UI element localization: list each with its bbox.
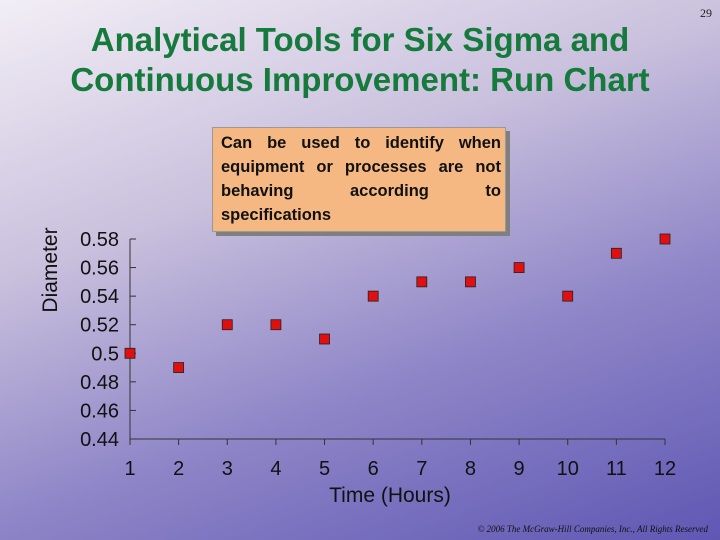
copyright-footer: © 2006 The McGraw-Hill Companies, Inc., … — [477, 524, 708, 534]
data-point — [367, 290, 379, 302]
x-tick-label: 9 — [514, 458, 525, 480]
y-axis: 0.44 0.46 0.48 0.5 0.52 0.54 0.56 0.58 — [80, 229, 136, 451]
y-tick-label: 0.5 — [91, 343, 119, 365]
y-tick-label: 0.48 — [80, 372, 119, 394]
data-point — [513, 262, 525, 273]
data-point — [124, 347, 136, 359]
x-tick-label: 12 — [654, 458, 676, 480]
x-axis: 1 2 3 4 5 6 7 8 9 10 11 12 — [124, 438, 676, 480]
data-point — [270, 319, 282, 331]
y-axis-label: Diameter — [39, 227, 62, 312]
x-tick-label: 11 — [606, 458, 627, 480]
x-tick-label: 1 — [124, 458, 135, 480]
title-line-1: Analytical Tools for Six Sigma and — [90, 21, 630, 58]
y-tick-label: 0.54 — [80, 286, 119, 308]
slide-number: 29 — [700, 6, 712, 20]
data-point — [610, 247, 622, 259]
y-tick-label: 0.44 — [80, 429, 119, 451]
y-tick-label: 0.52 — [80, 315, 119, 337]
x-tick-label: 6 — [368, 458, 379, 480]
x-tick-label: 3 — [222, 458, 233, 480]
title-line-2: Continuous Improvement: Run Chart — [70, 61, 650, 98]
x-tick-label: 2 — [173, 458, 184, 480]
data-point — [319, 333, 330, 345]
x-tick-label: 5 — [319, 458, 330, 480]
y-tick-label: 0.56 — [80, 258, 119, 280]
x-tick-label: 8 — [465, 458, 476, 480]
y-tick-label: 0.58 — [80, 229, 119, 251]
data-point — [659, 233, 671, 245]
data-point — [562, 290, 574, 302]
data-point — [465, 276, 476, 288]
x-axis-label: Time (Hours) — [329, 484, 451, 507]
x-tick-label: 7 — [416, 458, 427, 480]
data-point — [173, 362, 185, 373]
slide-title: Analytical Tools for Six Sigma and Conti… — [20, 20, 700, 100]
data-points — [124, 233, 671, 373]
callout-box: Can be used to identify when equipment o… — [212, 127, 506, 232]
data-point — [221, 319, 233, 331]
x-tick-label: 10 — [557, 458, 579, 480]
data-point — [416, 276, 428, 288]
y-tick-label: 0.46 — [80, 400, 119, 422]
x-tick-label: 4 — [270, 458, 281, 480]
